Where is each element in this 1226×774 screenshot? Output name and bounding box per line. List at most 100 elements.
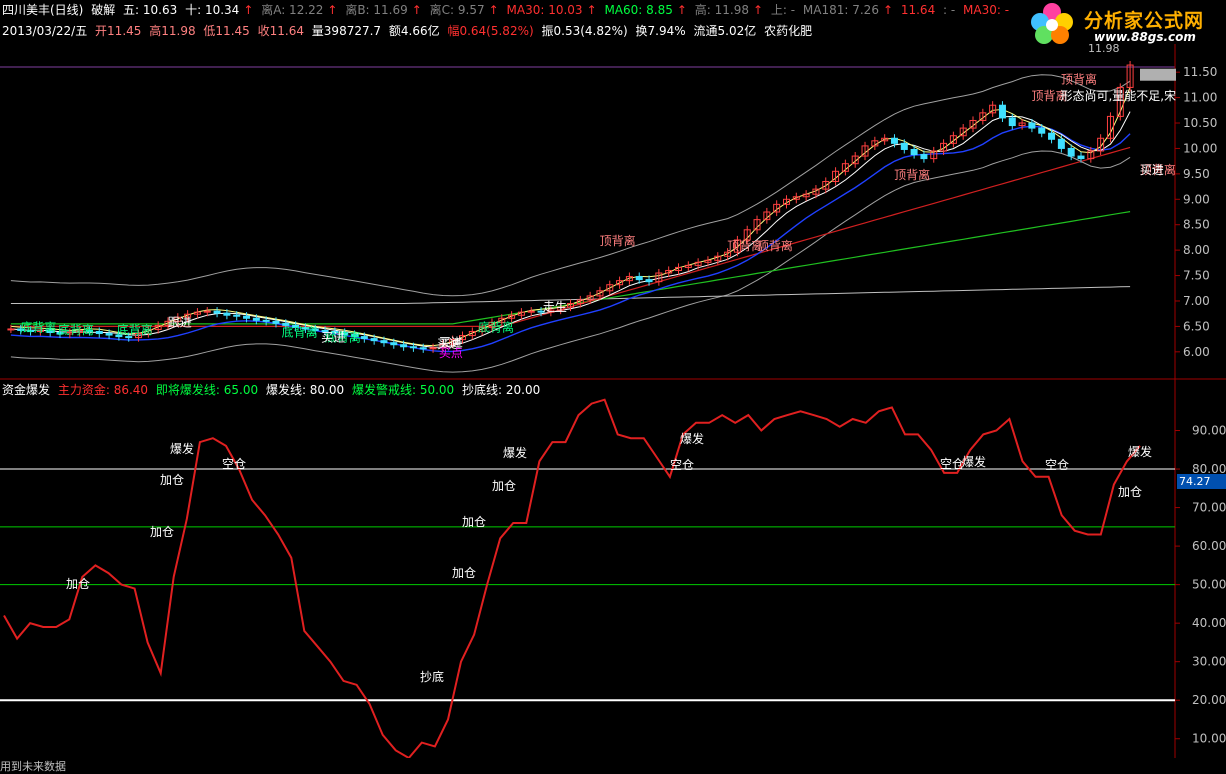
ma30b-value: MA30: - [963, 3, 1010, 17]
candle-body [400, 344, 408, 348]
indicator-title[interactable]: 资金爆发 [2, 383, 51, 397]
indicator-annotation: 爆发 [503, 445, 527, 460]
candle-body [832, 170, 840, 182]
candle-body [154, 324, 162, 330]
ma30-value: MA30: 10.03 [506, 3, 583, 17]
indicator-annotation: 爆发 [170, 441, 194, 456]
price-annotation: 底背离 [58, 322, 94, 337]
candle-body [1018, 122, 1026, 127]
candle-body [321, 329, 329, 332]
price-grid [0, 44, 1226, 380]
candle-body [311, 328, 319, 331]
candle-body [370, 338, 378, 342]
indicator-annotation: 空仓 [222, 457, 246, 471]
indicator-annotation: 空仓 [670, 458, 694, 472]
axis-label: 30.00 [1192, 655, 1226, 669]
axis-label: 10.00 [1183, 141, 1217, 155]
fund-series [3, 398, 1141, 758]
candle-body [1097, 137, 1105, 152]
candle-body [1057, 138, 1065, 149]
value-1164: 11.64 [900, 3, 936, 17]
axis-label: 60.00 [1192, 539, 1226, 553]
candle-body [625, 276, 633, 282]
candle-body [282, 322, 290, 326]
peak-label: 11.98 [1088, 44, 1120, 55]
candle-body [1028, 122, 1036, 129]
candle-body [7, 328, 15, 331]
candle-body [851, 155, 859, 165]
candle-body [144, 328, 152, 335]
lia-value: 离A: 12.22 [261, 3, 324, 17]
price-annotation: 顶背离 [727, 238, 763, 253]
candle-body [46, 329, 54, 334]
candle-body [890, 137, 898, 144]
candle-body [753, 219, 761, 231]
axis-label: 80.00 [1192, 462, 1226, 476]
indicator-annotation: 爆发 [962, 454, 986, 469]
axis-label: 9.00 [1183, 192, 1210, 206]
band-lines [10, 74, 1131, 373]
candle-body [115, 334, 123, 338]
high-value: 高: 11.98 [694, 3, 749, 17]
indicator-annotation: 加仓 [1118, 485, 1142, 499]
axis-label: 11.00 [1183, 91, 1217, 105]
upper-band [10, 74, 1131, 297]
candle-body [1106, 115, 1114, 139]
main-fund-value: 主力资金: 86.40 [57, 383, 149, 397]
candle-body [871, 140, 879, 147]
candle-body [949, 135, 957, 144]
indicator-annotation: 加仓 [492, 479, 516, 493]
indicator-annotation: 爆发 [680, 431, 704, 446]
candle-body [341, 332, 349, 336]
candle-body [802, 193, 810, 198]
stock-name[interactable]: 四川美丰(日线) [2, 3, 84, 17]
axis-label: 6.50 [1183, 319, 1210, 333]
candle-body [1116, 86, 1124, 117]
price-annotation: 买进 [437, 337, 461, 351]
candle-body [223, 312, 231, 316]
candle-body [940, 142, 948, 152]
price-annotation: 底背离 [20, 319, 56, 334]
quote-open: 开11.45 [95, 24, 142, 38]
candle-body [537, 310, 545, 313]
quote-bar: 2013/03/22/五 开11.45 高11.98 低11.45 收11.64… [2, 22, 816, 39]
flower-icon [1031, 3, 1073, 44]
candle-body [733, 239, 741, 253]
candle-body [36, 329, 44, 332]
candle-body [674, 266, 682, 271]
candle-body [459, 335, 467, 341]
candle-body [616, 280, 624, 286]
candle-body [252, 317, 260, 321]
candle-body [665, 269, 673, 274]
quote-amplitude: 振0.53(4.82%) [541, 24, 628, 38]
price-annotation: 顶背离 [1061, 71, 1097, 86]
indicator-annotation: 空仓 [1045, 458, 1069, 472]
axis-label: 20.00 [1192, 693, 1226, 707]
candle-body [763, 211, 771, 221]
candle-body [468, 330, 476, 337]
indicator-annotation: 加仓 [66, 577, 90, 591]
candle-body [979, 112, 987, 121]
price-annotation: 顶背离 [757, 238, 793, 253]
axis-label: 8.00 [1183, 243, 1210, 257]
axis-label: 7.50 [1183, 269, 1210, 283]
logo-url[interactable]: www.88gs.com [1094, 30, 1196, 44]
price-annotation: 顶背离 [1140, 162, 1176, 177]
axis-label: 40.00 [1192, 616, 1226, 630]
candle-body [606, 284, 614, 292]
candle-body [174, 316, 182, 322]
candle-body [724, 251, 732, 257]
quote-sector[interactable]: 农药化肥 [764, 24, 813, 38]
candle-body [517, 311, 525, 316]
bottom-value: 抄底线: 20.00 [462, 383, 541, 397]
price-annotation: 买进 [321, 331, 345, 345]
candle-body [1048, 132, 1056, 140]
indicator-annotation: 空仓 [940, 457, 964, 471]
price-annotation: 底背离 [282, 325, 318, 340]
candle-body [841, 163, 849, 172]
price-annotation: 买进 [1140, 163, 1164, 177]
candle-body [331, 330, 339, 334]
